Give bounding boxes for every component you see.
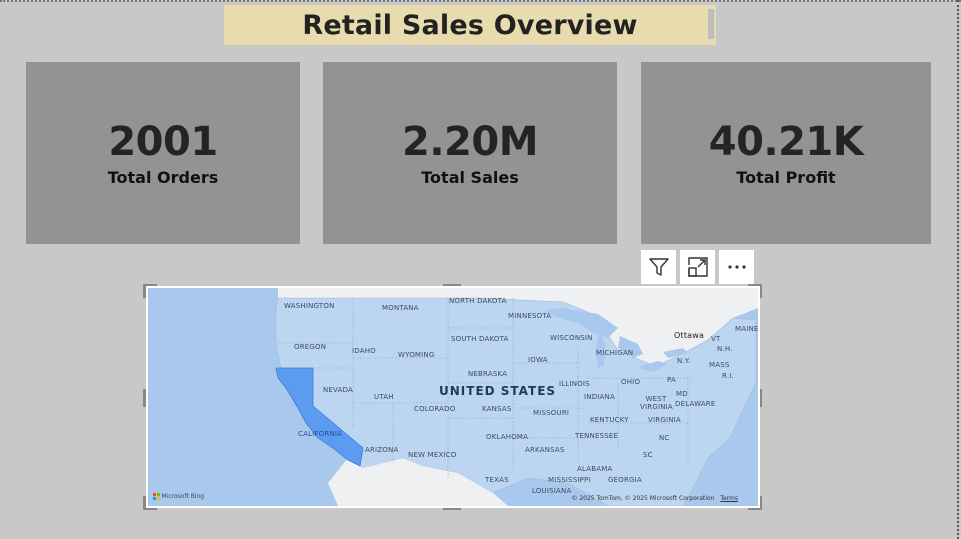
city-label-ottawa: Ottawa bbox=[674, 331, 705, 340]
focus-mode-button[interactable] bbox=[680, 250, 715, 284]
resize-handle-bottom[interactable] bbox=[443, 506, 461, 510]
state-label-utah: UTAH bbox=[374, 393, 394, 401]
canvas-right-border bbox=[957, 0, 959, 539]
state-label-iowa: IOWA bbox=[528, 356, 548, 364]
state-label-tennessee: TENNESSEE bbox=[575, 432, 619, 440]
state-label-kentucky: KENTUCKY bbox=[590, 416, 629, 424]
resize-handle-br-v[interactable] bbox=[758, 496, 762, 510]
state-label-nebraska: NEBRASKA bbox=[468, 370, 508, 378]
total-profit-label: Total Profit bbox=[736, 167, 836, 187]
state-label-california: CALIFORNIA bbox=[298, 430, 343, 438]
state-label-nh: N.H. bbox=[717, 345, 733, 353]
california-shape bbox=[275, 367, 364, 467]
state-label-texas: TEXAS bbox=[485, 476, 509, 484]
visual-header-toolbar bbox=[641, 250, 754, 284]
card-total-orders[interactable]: 2001 Total Orders bbox=[26, 62, 300, 244]
title-scrollbar[interactable] bbox=[708, 9, 714, 39]
state-label-mass: MASS bbox=[709, 361, 730, 369]
total-sales-label: Total Sales bbox=[421, 167, 519, 187]
state-label-michigan: MICHIGAN bbox=[596, 349, 634, 357]
map-copyright-text: © 2025 TomTom, © 2025 Microsoft Corporat… bbox=[571, 495, 715, 502]
total-sales-value: 2.20M bbox=[402, 118, 539, 165]
resize-handle-left[interactable] bbox=[143, 389, 147, 407]
state-label-wyoming: WYOMING bbox=[398, 351, 435, 359]
state-label-virginia: VIRGINIA bbox=[648, 416, 681, 424]
state-label-montana: MONTANA bbox=[382, 304, 419, 312]
map-provider-text: Microsoft Bing bbox=[161, 493, 205, 500]
resize-handle-bl[interactable] bbox=[143, 506, 157, 510]
state-label-indiana: INDIANA bbox=[584, 393, 615, 401]
state-label-alabama: ALABAMA bbox=[577, 465, 613, 473]
state-label-ohio: OHIO bbox=[621, 378, 641, 386]
total-profit-value: 40.21K bbox=[708, 118, 864, 165]
state-label-mississippi: MISSISSIPPI bbox=[548, 476, 591, 484]
state-label-md: MD bbox=[676, 390, 688, 398]
map-provider-logo: Microsoft Bing bbox=[153, 493, 204, 500]
state-label-west-virginia: WEST VIRGINIA bbox=[640, 395, 673, 411]
state-label-wisconsin: WISCONSIN bbox=[550, 334, 593, 342]
card-total-profit[interactable]: 40.21K Total Profit bbox=[641, 62, 931, 244]
state-label-ny: N.Y. bbox=[677, 357, 691, 365]
country-label: UNITED STATES bbox=[439, 384, 557, 398]
state-label-pa: PA bbox=[667, 376, 676, 384]
state-label-nevada: NEVADA bbox=[323, 386, 354, 394]
state-label-delaware: DELAWARE bbox=[675, 400, 716, 408]
state-label-north-dakota: NORTH DAKOTA bbox=[449, 297, 507, 305]
more-options-button[interactable] bbox=[719, 250, 754, 284]
state-label-colorado: COLORADO bbox=[414, 405, 456, 413]
total-orders-label: Total Orders bbox=[107, 167, 219, 187]
map-copyright: © 2025 TomTom, © 2025 Microsoft Corporat… bbox=[571, 495, 738, 502]
resize-handle-tl-v[interactable] bbox=[143, 284, 147, 298]
state-label-idaho: IDAHO bbox=[352, 347, 376, 355]
report-title-box[interactable]: Retail Sales Overview bbox=[224, 5, 716, 45]
microsoft-logo-icon bbox=[153, 493, 160, 500]
more-options-icon bbox=[727, 265, 746, 269]
card-total-sales[interactable]: 2.20M Total Sales bbox=[323, 62, 617, 244]
state-label-oregon: OREGON bbox=[294, 343, 327, 351]
map-canvas bbox=[148, 288, 758, 506]
state-label-missouri: MISSOURI bbox=[533, 409, 570, 417]
state-label-maine: MAINE bbox=[735, 325, 759, 333]
map-terms-link[interactable]: Terms bbox=[720, 495, 738, 502]
state-label-vt: VT bbox=[711, 335, 721, 343]
state-label-arkansas: ARKANSAS bbox=[525, 446, 565, 454]
state-label-georgia: GEORGIA bbox=[608, 476, 642, 484]
state-label-arizona: ARIZONA bbox=[365, 446, 399, 454]
state-label-ri: R.I. bbox=[722, 372, 734, 380]
focus-mode-icon bbox=[687, 257, 708, 277]
total-orders-value: 2001 bbox=[108, 118, 218, 165]
filled-map-visual[interactable]: WASHINGTON MONTANA NORTH DAKOTA MINNESOT… bbox=[146, 286, 760, 508]
filter-button[interactable] bbox=[641, 250, 676, 284]
state-label-oklahoma: OKLAHOMA bbox=[486, 433, 529, 441]
resize-handle-bl-v[interactable] bbox=[143, 496, 147, 510]
state-label-new-mexico: NEW MEXICO bbox=[408, 451, 457, 459]
resize-handle-right[interactable] bbox=[758, 389, 762, 407]
state-label-south-dakota: SOUTH DAKOTA bbox=[451, 335, 509, 343]
state-label-louisiana: LOUISIANA bbox=[532, 487, 572, 495]
report-title: Retail Sales Overview bbox=[302, 9, 638, 41]
filter-icon bbox=[648, 258, 669, 276]
state-label-kansas: KANSAS bbox=[482, 405, 512, 413]
state-label-nc: NC bbox=[659, 434, 670, 442]
canvas-top-border bbox=[0, 0, 961, 2]
state-label-washington: WASHINGTON bbox=[284, 302, 335, 310]
resize-handle-br[interactable] bbox=[748, 506, 762, 510]
state-label-sc: SC bbox=[643, 451, 653, 459]
resize-handle-tr-v[interactable] bbox=[758, 284, 762, 298]
state-label-minnesota: MINNESOTA bbox=[508, 312, 552, 320]
state-label-illinois: ILLINOIS bbox=[559, 380, 590, 388]
